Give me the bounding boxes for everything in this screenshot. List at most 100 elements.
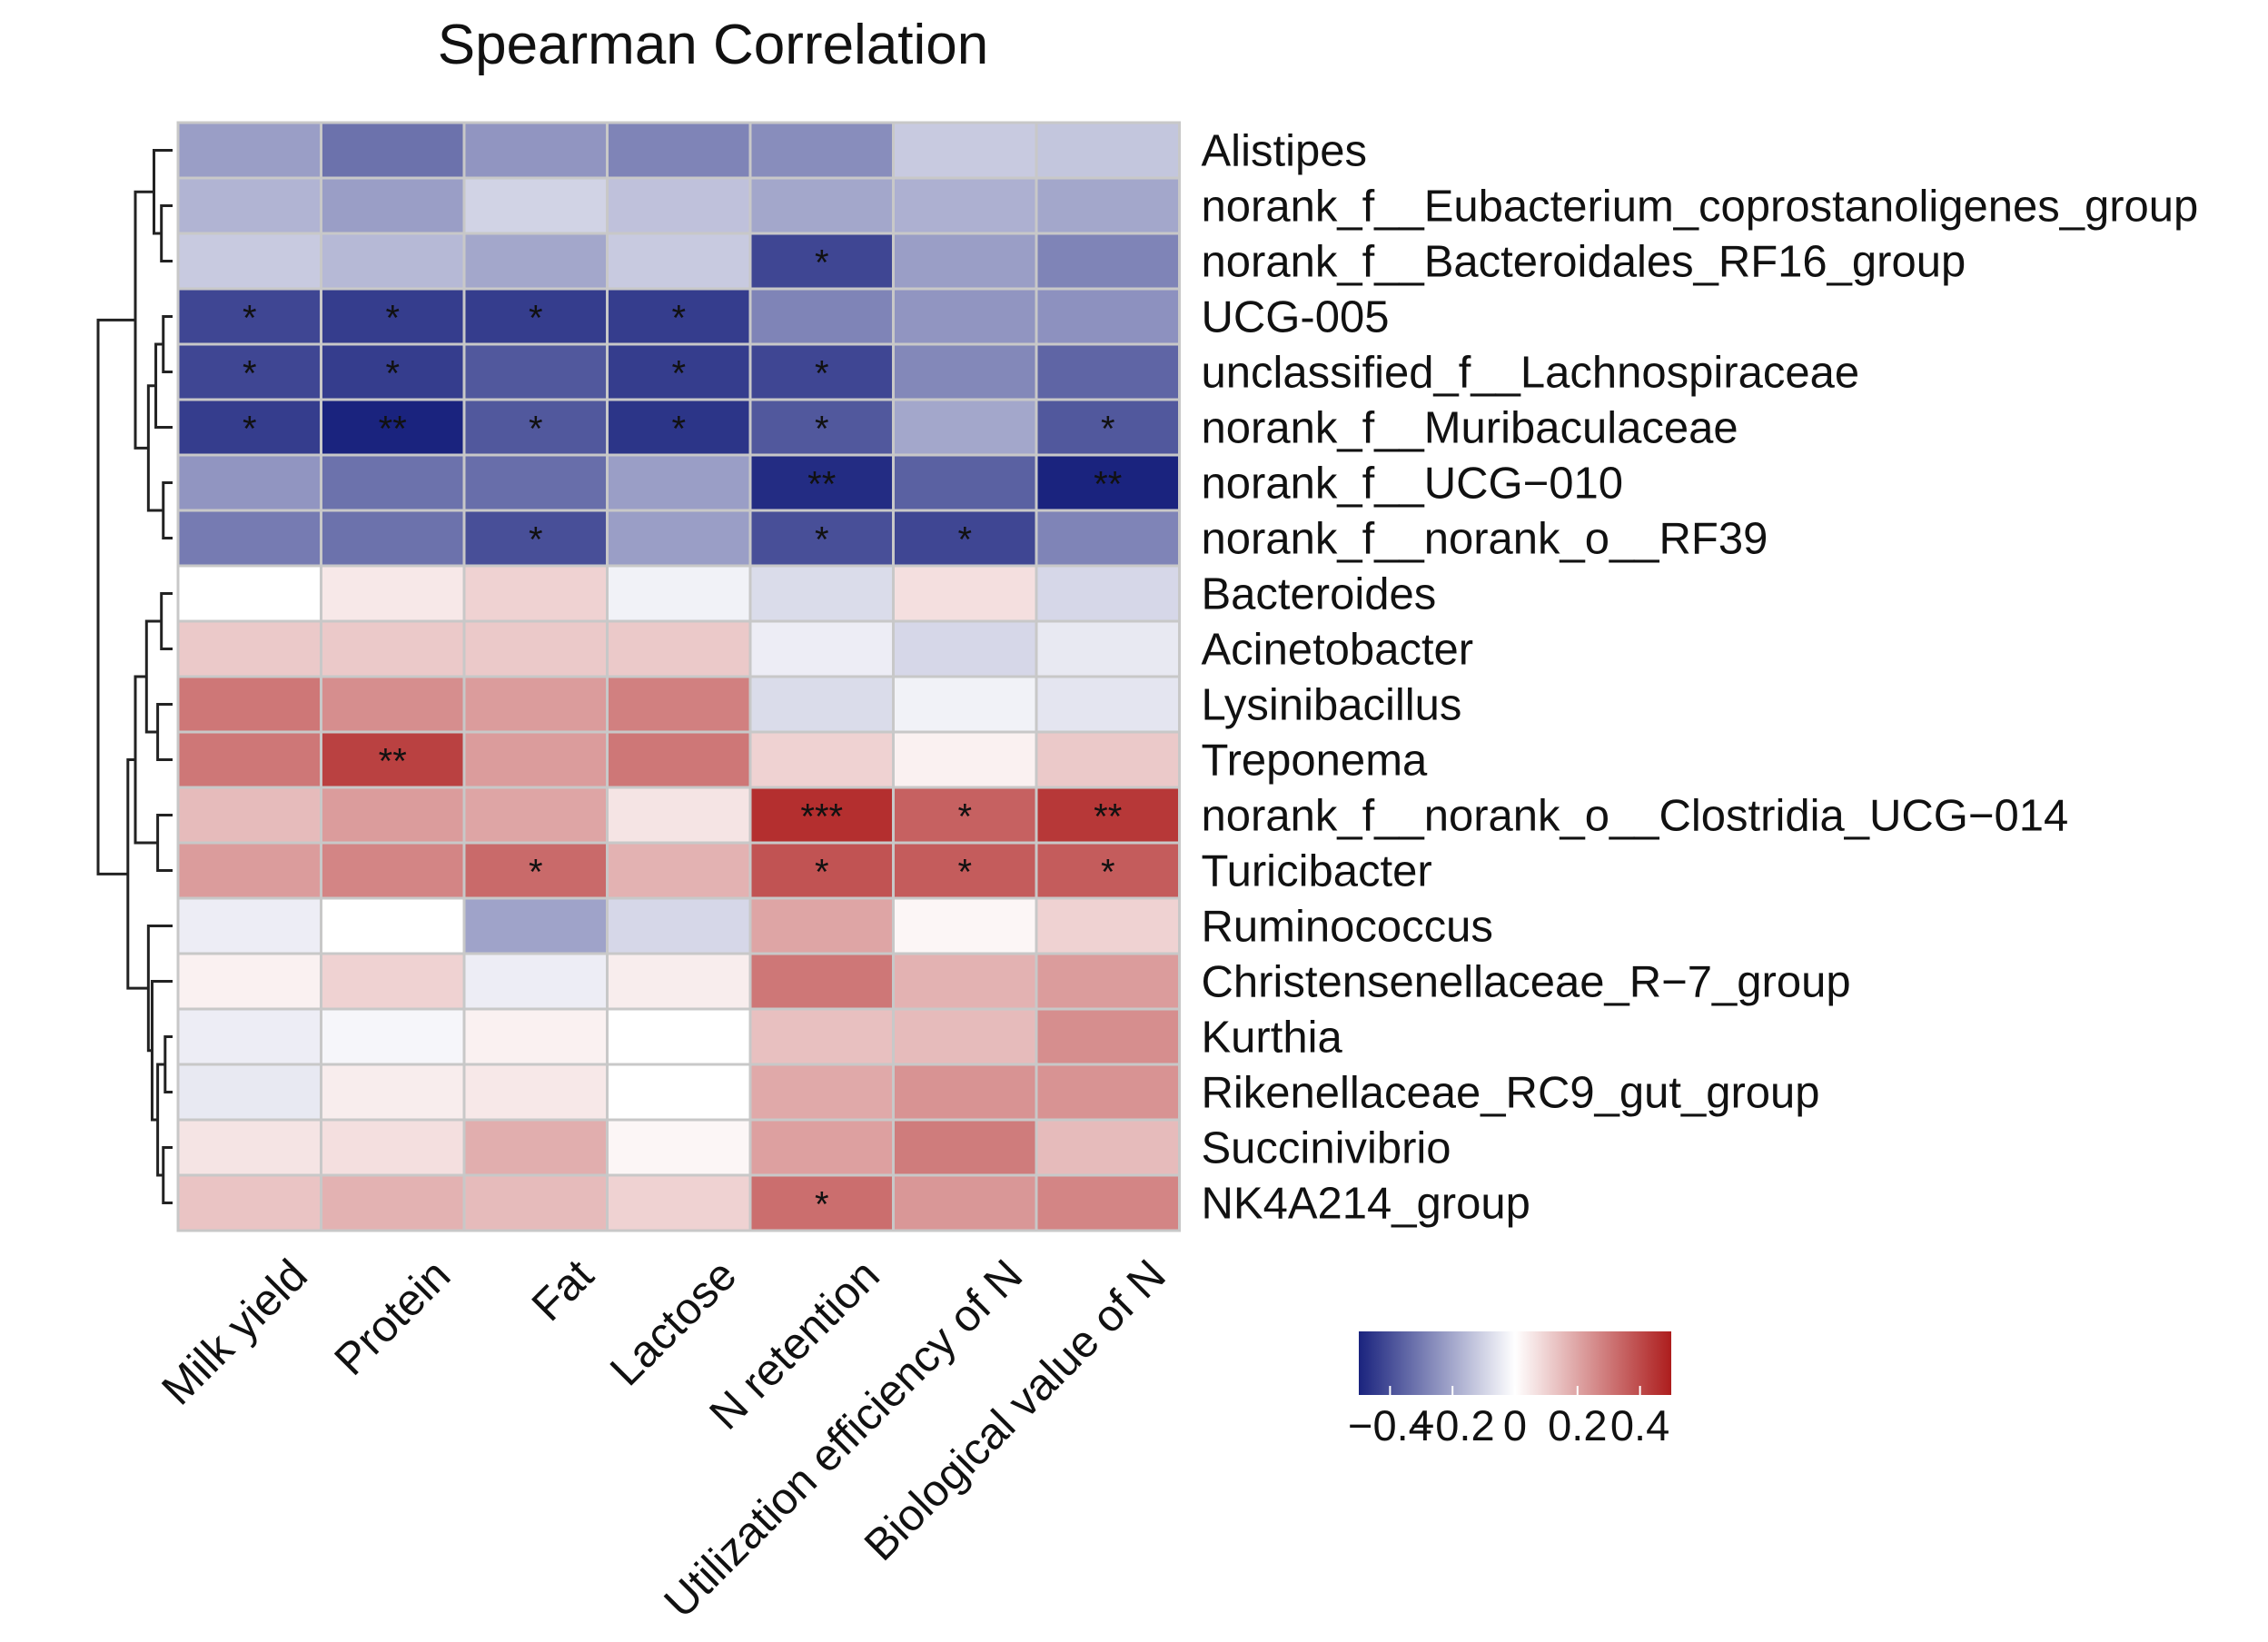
heatmap-cell: [892, 1063, 1038, 1122]
significance-mark: *: [815, 354, 829, 394]
heatmap-cell: [462, 730, 609, 789]
heatmap-cell: [892, 121, 1038, 180]
column-label: Milk yield: [153, 1251, 317, 1415]
heatmap-cell: [320, 786, 466, 845]
heatmap-cell: [892, 675, 1038, 734]
heatmap-cell: [462, 896, 609, 955]
dendrogram-branch: [153, 149, 173, 235]
heatmap-cell: [1035, 453, 1181, 512]
heatmap-cell: [748, 896, 895, 955]
heatmap-cell: [1035, 564, 1181, 623]
row-label: norank_f__Muribaculaceae: [1202, 404, 1738, 453]
row-label: Treponema: [1202, 737, 1429, 786]
legend-colorbar: [1359, 1331, 1671, 1395]
significance-mark: *: [529, 410, 543, 450]
heatmap-cell: [176, 619, 322, 678]
row-label: Acinetobacter: [1202, 626, 1474, 675]
significance-mark: *: [1101, 410, 1115, 450]
heatmap-cell: [320, 841, 466, 900]
column-label: Lactose: [601, 1251, 747, 1396]
heatmap-cell: [606, 453, 752, 512]
heatmap-cell: [606, 619, 752, 678]
heatmap-cell: [748, 121, 895, 180]
significance-mark: *: [957, 853, 972, 893]
significance-mark: *: [671, 410, 686, 450]
heatmap-cell: [1035, 287, 1181, 346]
legend-tick-label: −0.2: [1411, 1401, 1495, 1449]
heatmap-cell: [748, 342, 895, 401]
heatmap-cell: [1035, 841, 1181, 900]
dendrogram-branch: [162, 481, 173, 539]
heatmap-cell: [1035, 232, 1181, 291]
legend-tick-label: 0: [1503, 1401, 1527, 1449]
heatmap-cell: [1035, 398, 1181, 457]
heatmap-cell: [1035, 619, 1181, 678]
heatmap-cell: [606, 1063, 752, 1122]
significance-mark: *: [243, 410, 257, 450]
row-label: Succinivibrio: [1202, 1124, 1451, 1173]
heatmap-cell: [892, 232, 1038, 291]
heatmap-cell: [176, 176, 322, 235]
heatmap-cell: [1035, 730, 1181, 789]
heatmap-cell: [320, 1118, 466, 1177]
heatmap-cell: [320, 730, 466, 789]
heatmap-cell: [1035, 342, 1181, 401]
significance-marks: ** * * ** * * ** ** * * * *** *** * ****** * *** * * **: [243, 243, 1122, 1225]
heatmap-cell: [892, 564, 1038, 623]
heatmap-cell: [1035, 896, 1181, 955]
dendrogram-branch: [150, 980, 173, 1122]
heatmap-cell: [176, 786, 322, 845]
heatmap-cell: [320, 896, 466, 955]
row-label: Bacteroides: [1202, 570, 1437, 619]
heatmap-cell: [462, 1063, 609, 1122]
heatmap-cell: [462, 509, 609, 568]
significance-mark: *: [815, 1185, 829, 1225]
heatmap-cell: [462, 1118, 609, 1177]
heatmap-cell: [320, 287, 466, 346]
heatmap-cell: [606, 232, 752, 291]
legend-tick-label: 0.2: [1548, 1401, 1607, 1449]
heatmap-cell: [892, 1118, 1038, 1177]
row-label: norank_f__norank_o__Clostridia_UCG−014: [1202, 792, 2069, 841]
heatmap-cell: [320, 1007, 466, 1066]
heatmap-cell: [606, 564, 752, 623]
heatmap-cell: [176, 675, 322, 734]
heatmap-cell: [892, 619, 1038, 678]
heatmap-cell: [606, 398, 752, 457]
heatmap-cell: [320, 232, 466, 291]
heatmap-cell: [606, 786, 752, 845]
significance-mark: **: [379, 742, 407, 782]
heatmap-cell: [320, 564, 466, 623]
heatmap-cell: [320, 1063, 466, 1122]
dendrogram-branch: [156, 703, 173, 761]
legend-tick-label: −0.4: [1348, 1401, 1432, 1449]
heatmap-cell: [176, 232, 322, 291]
heatmap-cell: [1035, 675, 1181, 734]
heatmap-cell: [1035, 176, 1181, 235]
heatmap-cell: [320, 675, 466, 734]
heatmap-cell: [462, 1173, 609, 1232]
heatmap-cell: [748, 1173, 895, 1232]
heatmap-cell: [748, 675, 895, 734]
row-label: Turicibacter: [1202, 847, 1432, 896]
row-label: Kurthia: [1202, 1014, 1343, 1063]
heatmap-cell: [892, 1007, 1038, 1066]
row-label: norank_f__norank_o__RF39: [1202, 515, 1768, 564]
heatmap-cell: [176, 509, 322, 568]
heatmap-cell: [892, 176, 1038, 235]
row-label: Lysinibacillus: [1202, 681, 1462, 730]
heatmap-cell: [748, 453, 895, 512]
heatmap-cell: [1035, 1118, 1181, 1177]
heatmap-cell: [606, 952, 752, 1011]
heatmap-cell: [1035, 952, 1181, 1011]
heatmap-cell: [748, 564, 895, 623]
heatmap-cell: [320, 453, 466, 512]
row-labels: Alistipes norank_f__Eubacterium_coprostan…: [1202, 127, 2199, 1229]
heatmap-cell: [176, 1118, 322, 1177]
heatmap-cell: [320, 1173, 466, 1232]
heatmap-cell: [606, 1007, 752, 1066]
heatmap-cell: [748, 619, 895, 678]
heatmap-cell: [748, 841, 895, 900]
row-label: Christensenellaceae_R−7_group: [1202, 958, 1851, 1007]
